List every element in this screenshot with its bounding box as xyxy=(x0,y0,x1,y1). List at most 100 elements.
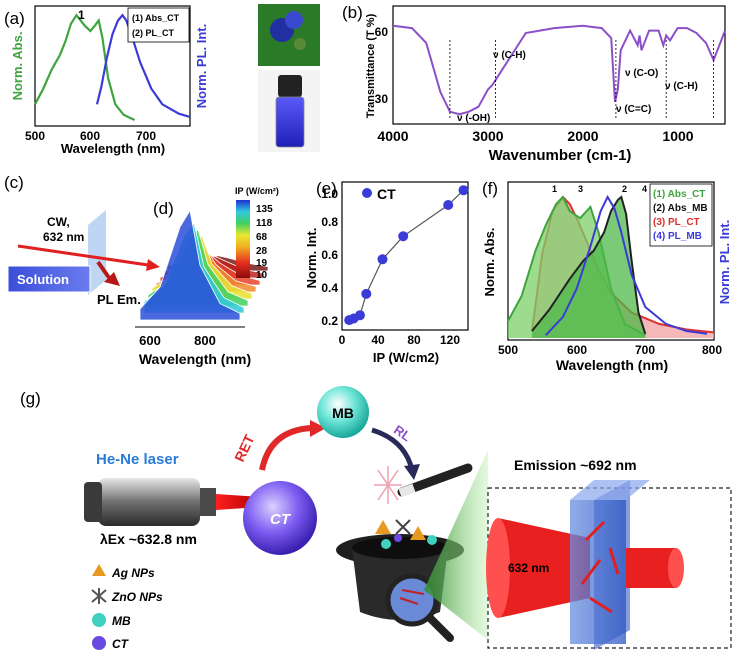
tick-e-0.6: 0.6 xyxy=(321,248,338,262)
solution-box xyxy=(7,265,91,293)
mb-label: MB xyxy=(332,405,354,421)
xlabel-f: Wavelength (nm) xyxy=(556,357,668,373)
vial-cap xyxy=(278,75,302,97)
series-a-1-line xyxy=(34,13,136,121)
panel-label-d: (d) xyxy=(153,199,174,218)
panel-g: (g) He-Ne laser λEx ~632.8 nm CT RET MB … xyxy=(20,386,732,651)
series-e-point-6 xyxy=(398,231,409,242)
panel-d: (d) 600 800 Wavelength (nm) IP (W/cm²) 1… xyxy=(135,186,279,367)
annot-b-ch2: ν (C-H) xyxy=(665,81,698,92)
inset-beam-label: 632 nm xyxy=(508,561,549,575)
series-a-2-line xyxy=(95,13,191,118)
tick-e-x120: 120 xyxy=(440,333,460,347)
series-e-line xyxy=(348,189,464,321)
series-e-point-7 xyxy=(443,200,454,211)
legend-g-mb: MB xyxy=(112,614,131,628)
cbar-label-118: 118 xyxy=(256,218,273,229)
plot-area-a xyxy=(34,13,191,121)
excitation-label: λEx ~632.8 nm xyxy=(100,531,197,547)
tick-e-0.2: 0.2 xyxy=(321,314,338,328)
tick-f-800: 800 xyxy=(702,343,722,357)
tick-b-3000: 3000 xyxy=(472,128,503,144)
legend-a-item-2: (2) PL_CT xyxy=(132,28,175,38)
xlabel-d: Wavelength (nm) xyxy=(139,351,251,367)
annot-b-cc: ν (C=C) xyxy=(616,104,651,115)
panel-label-b: (b) xyxy=(342,3,363,22)
series-e-point-3 xyxy=(355,310,365,321)
annot-b-oh: ν (-OH) xyxy=(457,113,490,124)
laser-body xyxy=(98,478,200,526)
ret-label: RET xyxy=(231,432,258,465)
beam-arrowhead-c xyxy=(146,259,160,271)
cbar-label-28: 28 xyxy=(256,246,268,257)
plot-area-e xyxy=(344,185,469,326)
vial-liquid xyxy=(275,96,305,148)
mb-sphere xyxy=(317,386,369,438)
hat-particles xyxy=(375,519,437,549)
pl-em-label: PL Em. xyxy=(97,292,141,307)
legend-g-ag: Ag NPs xyxy=(111,566,155,580)
series-b-ftir-line xyxy=(392,24,726,116)
ylabel-right-f: Norm. PL. Int. xyxy=(717,220,732,305)
zno-nps-icon xyxy=(91,588,107,604)
legend-f-4: (4) PL_MB xyxy=(653,231,702,242)
panel-label-e: (e) xyxy=(316,179,337,198)
tick-e-x0: 0 xyxy=(339,333,346,347)
tick-e-0.4: 0.4 xyxy=(321,281,338,295)
laser-label: He-Ne laser xyxy=(96,451,179,468)
panel-a: (a) 1 2 (1) Abs_CT (2) PL_CT 500 600 700… xyxy=(4,5,209,156)
ct-sphere xyxy=(243,481,317,555)
legend-f-2: (2) Abs_MB xyxy=(653,203,708,214)
ylabel-right-a: Norm. PL. Int. xyxy=(194,24,209,109)
inset-beam-out xyxy=(626,548,683,588)
cbar-label-135: 135 xyxy=(256,204,273,215)
plot-area-f xyxy=(507,194,715,338)
legend-f-3: (3) PL_CT xyxy=(653,217,700,228)
tick-b-30: 30 xyxy=(375,92,389,106)
cbar-label-10: 10 xyxy=(256,270,268,281)
panel-label-a: (a) xyxy=(4,9,25,28)
scattering-arrows xyxy=(580,520,620,614)
axes-frame-a xyxy=(34,5,191,127)
magnifier-handle xyxy=(426,614,454,642)
ylabel-b: Transmittance (T %) xyxy=(365,13,377,118)
tick-e-x40: 40 xyxy=(371,333,385,347)
tick-f-700: 700 xyxy=(635,343,655,357)
legend-box-f xyxy=(649,183,713,247)
xlabel-a: Wavelength (nm) xyxy=(61,141,165,156)
panel-label-g: (g) xyxy=(20,389,41,408)
tick-d-600: 600 xyxy=(139,333,161,348)
plot-area-b xyxy=(392,24,726,118)
tick-a-600: 600 xyxy=(80,129,100,143)
sparkle xyxy=(374,466,402,504)
axes-frame-e xyxy=(341,181,469,331)
series-f-2-fill xyxy=(532,197,646,338)
hat-opening xyxy=(352,537,448,559)
ylabel-e: Norm. Int. xyxy=(304,228,319,289)
cbar-label-68: 68 xyxy=(256,232,268,243)
series-e-point-8 xyxy=(458,185,469,196)
magnifier-lens xyxy=(385,573,439,627)
panel-b: (b) 60 30 4000 3000 2000 1000 Wavenumber… xyxy=(342,3,726,164)
peak-label-1: 1 xyxy=(78,8,85,22)
ct-icon xyxy=(92,636,106,650)
series-d-spectrum-8 xyxy=(139,209,241,321)
peak-f-4: 4 xyxy=(642,184,647,194)
peak-f-1: 1 xyxy=(552,184,557,194)
tick-e-x80: 80 xyxy=(407,333,421,347)
tick-e-0.8: 0.8 xyxy=(321,215,338,229)
ct-label: CT xyxy=(270,511,292,528)
legend-g-ct: CT xyxy=(112,637,130,651)
legend-g-zno: ZnO NPs xyxy=(111,590,163,604)
legend-f-1: (1) Abs_CT xyxy=(653,189,705,200)
tick-e-1.0: 1.0 xyxy=(321,187,338,201)
emission-label: Emission ~692 nm xyxy=(514,457,637,473)
colorbar-d xyxy=(236,200,250,278)
xlabel-b: Wavenumber (cm-1) xyxy=(489,147,632,164)
wavelength-label-c: 632 nm xyxy=(43,230,84,244)
panel-e: (e) CT 0.2 0.4 0.6 0.8 1.0 0 40 80 120 I… xyxy=(304,179,469,365)
legend-box-a xyxy=(127,7,190,43)
panel-label-c: (c) xyxy=(4,173,24,192)
cuvette xyxy=(88,210,106,295)
peak-f-3: 3 xyxy=(578,184,583,194)
